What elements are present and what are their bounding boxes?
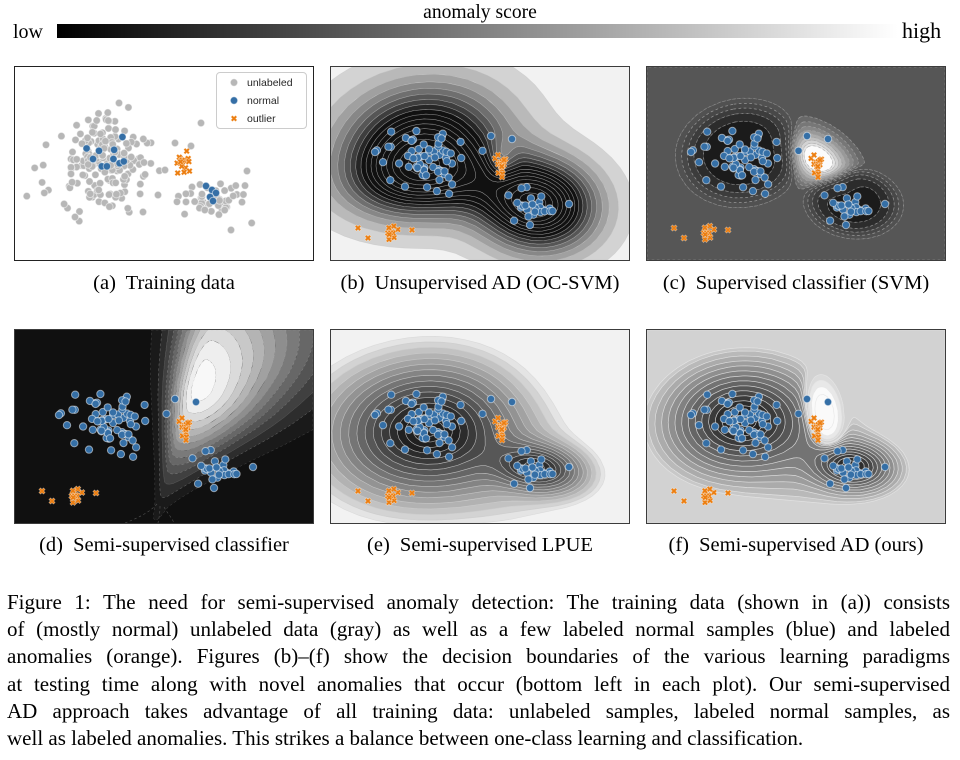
svg-text:unlabeled: unlabeled xyxy=(247,77,293,89)
svg-text:normal: normal xyxy=(247,95,279,107)
svg-text:outlier: outlier xyxy=(247,113,276,125)
